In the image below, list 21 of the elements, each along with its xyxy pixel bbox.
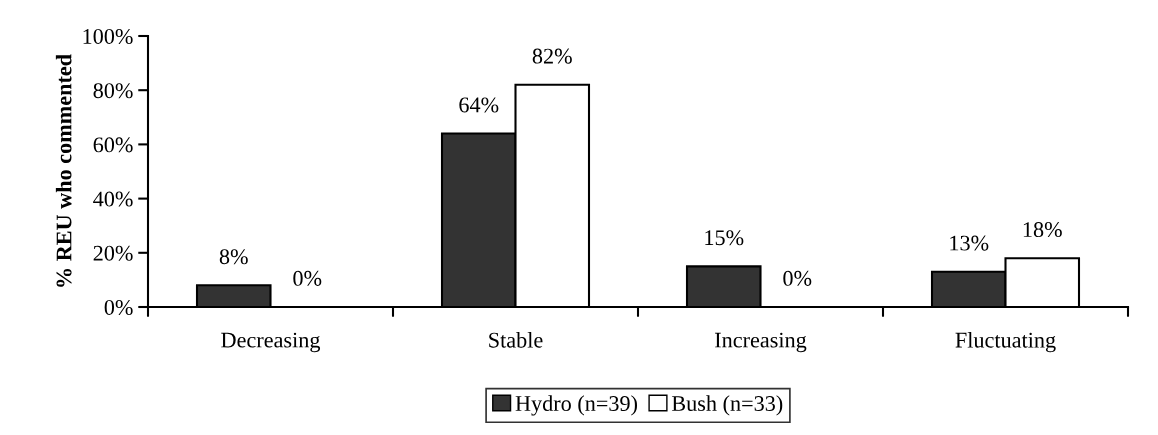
x-tick-label: Decreasing: [221, 332, 321, 353]
data-label: 64%: [459, 97, 499, 113]
y-axis-title: % REU who commented: [55, 54, 72, 287]
data-label: 82%: [532, 48, 572, 64]
data-label: 18%: [1023, 222, 1062, 238]
data-label: 15%: [705, 230, 744, 246]
x-tick-label: Stable: [489, 332, 543, 348]
legend-label: Bush (n=33): [671, 395, 783, 416]
y-tick-label: 80%: [93, 83, 133, 99]
data-label: 0%: [783, 270, 812, 286]
y-tick-label: 20%: [93, 245, 133, 261]
y-tick-label: 100%: [83, 28, 133, 44]
data-label: 0%: [293, 270, 322, 286]
data-label: 8%: [219, 249, 248, 265]
y-tick-label: 40%: [93, 191, 133, 207]
x-tick-label: Fluctuating: [955, 332, 1056, 353]
y-tick-label: 0%: [104, 299, 133, 315]
y-tick-label: 60%: [93, 137, 133, 153]
legend-label: Hydro (n=39): [515, 395, 638, 416]
x-tick-label: Increasing: [715, 332, 807, 353]
data-label: 13%: [950, 235, 989, 251]
